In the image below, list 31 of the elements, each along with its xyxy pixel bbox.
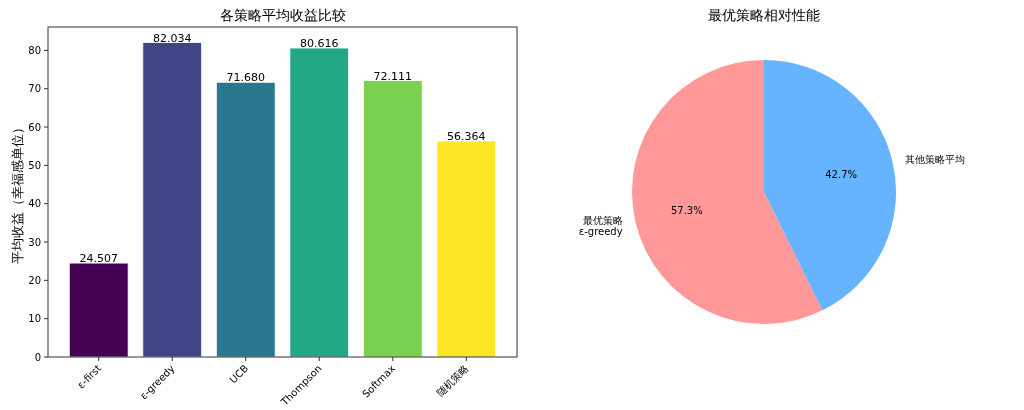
- y-tick-label: 50: [28, 159, 41, 171]
- bar: [362, 80, 423, 358]
- data-label: 71.680: [226, 71, 265, 85]
- y-tick-label: 20: [28, 274, 41, 286]
- bar: [289, 47, 350, 358]
- bar: [215, 81, 276, 358]
- y-tick-label: 60: [28, 121, 41, 133]
- y-axis-title: 平均收益（幸福感单位）: [10, 120, 25, 264]
- y-tick-label: 70: [28, 83, 41, 95]
- data-label: 82.034: [152, 31, 192, 45]
- bar: [68, 262, 129, 358]
- slice-label: 最优策略 ε-greedy: [578, 214, 623, 237]
- data-label: 42.7%: [825, 169, 858, 180]
- data-label: 72.111: [373, 69, 413, 83]
- data-label: 56.364: [447, 129, 486, 143]
- data-label: 24.507: [79, 252, 118, 266]
- slice-label: 其他策略平均: [905, 153, 966, 165]
- y-tick-label: 40: [28, 198, 41, 210]
- bar: [142, 42, 203, 358]
- y-tick-label: 80: [28, 44, 41, 56]
- chart-title: 最优策略相对性能: [708, 7, 820, 23]
- pie-slice: [764, 60, 896, 311]
- pie-slice: [632, 60, 823, 324]
- data-label: 80.616: [300, 37, 339, 51]
- y-tick-label: 30: [28, 236, 41, 248]
- x-tick-label: 随机策略: [434, 362, 471, 399]
- data-label: 57.3%: [670, 205, 703, 216]
- y-tick-label: 0: [34, 351, 41, 363]
- chart-title: 各策略平均收益比较: [219, 7, 346, 23]
- y-tick-label: 10: [28, 313, 41, 325]
- bar: [436, 140, 497, 358]
